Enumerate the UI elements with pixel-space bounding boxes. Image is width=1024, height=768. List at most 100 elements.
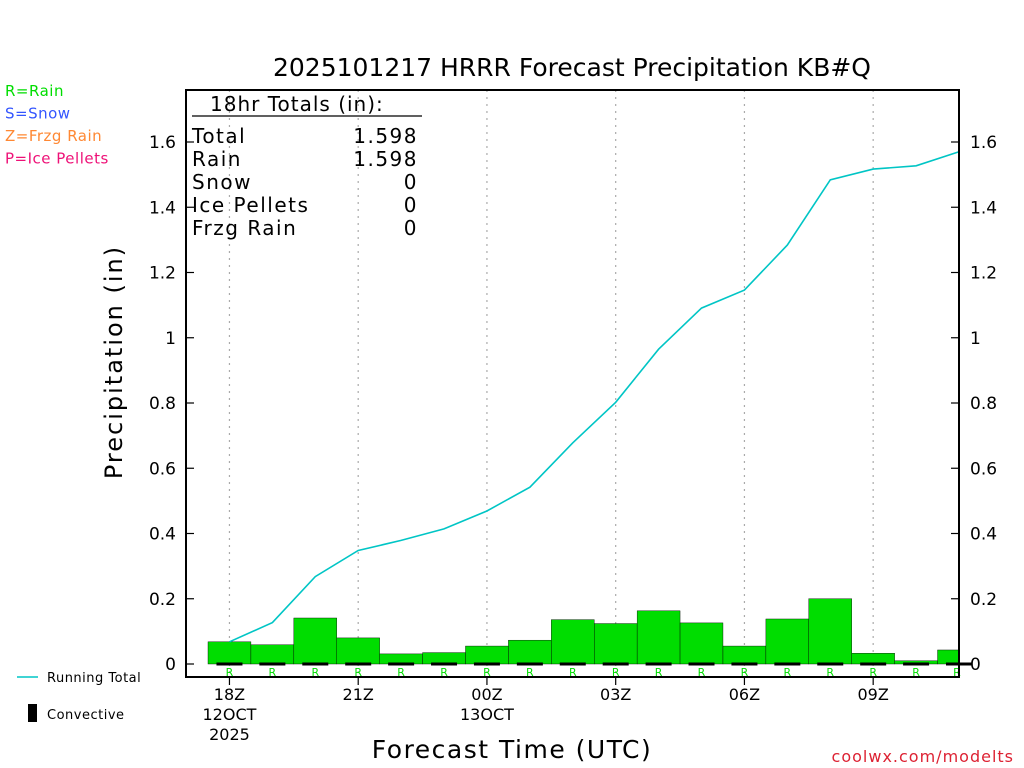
- precip-type-marker: R: [226, 666, 234, 679]
- credit-link[interactable]: coolwx.com/modelts: [832, 747, 1014, 766]
- totals-label: Snow: [192, 170, 252, 194]
- convective-legend-label: Convective: [47, 708, 125, 723]
- precip-type-marker: R: [869, 666, 877, 679]
- rain-bar: [765, 618, 810, 665]
- rain-bar: [336, 637, 380, 665]
- precip-type-marker: R: [612, 666, 620, 679]
- precip-type-marker: R: [440, 666, 448, 679]
- convective-bar: [559, 662, 586, 666]
- x-tick-year: 2025: [209, 725, 250, 744]
- totals-label: Total: [191, 124, 246, 148]
- plot-frame: [185, 89, 960, 678]
- y-tick-label-left: 0.4: [149, 525, 176, 545]
- y-tick-label-right: 0.8: [970, 394, 997, 414]
- precip-bars: [207, 598, 960, 665]
- precip-type-marker: R: [826, 666, 834, 679]
- running-total-line: [229, 151, 960, 643]
- precip-type-marker: R: [953, 666, 961, 679]
- x-axis-label: Forecast Time (UTC): [372, 735, 652, 764]
- convective-bar: [688, 662, 715, 666]
- convective-bar: [216, 662, 243, 666]
- x-tick-date: 13OCT: [460, 705, 514, 724]
- rain-bar: [937, 649, 960, 665]
- y-tick-label-left: 0.2: [149, 590, 176, 610]
- x-tick-date: 12OCT: [203, 705, 257, 724]
- precip-type-marker: R: [698, 666, 706, 679]
- rain-bar: [722, 645, 767, 665]
- rain-bar: [808, 598, 852, 665]
- totals-value: 0: [404, 193, 418, 217]
- x-tick-label: 21Z: [343, 685, 374, 704]
- rain-bar: [207, 641, 252, 665]
- y-tick-label-left: 0.6: [149, 459, 176, 479]
- y-tick-label-left: 1.2: [149, 264, 176, 284]
- chart-title: 2025101217 HRRR Forecast Precipitation K…: [273, 53, 871, 82]
- convective-bar: [731, 662, 758, 666]
- totals-heading: 18hr Totals (in):: [210, 92, 384, 116]
- precip-type-legend-item: P=Ice Pellets: [5, 150, 109, 168]
- convective-bars: [216, 662, 972, 666]
- rain-bar: [508, 639, 552, 665]
- y-tick-label-right: 1.4: [970, 198, 997, 218]
- precip-type-marker: R: [526, 666, 534, 679]
- totals-value: 1.598: [353, 124, 418, 148]
- convective-bar: [860, 662, 887, 666]
- y-tick-label-right: 0.2: [970, 590, 997, 610]
- y-tick-label-right: 0: [970, 655, 981, 675]
- precip-type-legend-item: Z=Frzg Rain: [5, 127, 102, 145]
- precip-type-marker: R: [354, 666, 362, 679]
- y-tick-label-left: 1: [165, 329, 176, 349]
- totals-label: Frzg Rain: [192, 216, 297, 240]
- y-tick-label-left: 1.6: [149, 133, 176, 153]
- rain-bar: [551, 619, 595, 665]
- rain-bar: [636, 610, 681, 665]
- rain-bar: [422, 652, 466, 665]
- convective-bar: [516, 662, 543, 666]
- convective-bar: [817, 662, 844, 666]
- y-tick-label-left: 0: [165, 655, 176, 675]
- convective-bar: [431, 662, 458, 666]
- y-tick-label-right: 0.4: [970, 525, 997, 545]
- totals-box: 18hr Totals (in): Total 1.598 Rain 1.598 Snow…: [191, 92, 422, 240]
- vertical-gridlines: [228, 90, 874, 677]
- rain-bar: [293, 617, 337, 665]
- precip-type-marker: R: [569, 666, 577, 679]
- precip-type-marker: R: [483, 666, 491, 679]
- precip-type-marker: R: [397, 666, 405, 679]
- totals-value: 0: [404, 216, 418, 240]
- x-tick-label: 09Z: [858, 685, 889, 704]
- x-tick-label: 18Z: [214, 685, 245, 704]
- running-total-legend-label: Running Total: [47, 671, 141, 686]
- y-tick-label-right: 0.6: [970, 459, 997, 479]
- y-axis-right: 0 0.2 0.4 0.6 0.8 1 1.2 1.4 1.6: [951, 133, 997, 675]
- series-legend: Running Total Convective: [17, 671, 141, 723]
- totals-value: 0: [404, 170, 418, 194]
- y-tick-label-right: 1.2: [970, 264, 997, 284]
- rain-bar: [250, 644, 295, 665]
- precip-type-legend-item: R=Rain: [5, 82, 64, 100]
- convective-bar: [903, 662, 930, 666]
- convective-bar: [259, 662, 286, 666]
- x-tick-label: 03Z: [600, 685, 631, 704]
- y-axis-left: 0 0.2 0.4 0.6 0.8 1 1.2 1.4 1.6: [149, 133, 194, 675]
- precip-type-legend: R=Rain S=Snow Z=Frzg Rain P=Ice Pellets: [5, 82, 109, 168]
- convective-bar: [602, 662, 629, 666]
- convective-bar: [388, 662, 415, 666]
- y-axis-label: Precipitation (in): [100, 245, 128, 479]
- convective-bar: [345, 662, 372, 666]
- totals-label: Rain: [192, 147, 242, 171]
- y-tick-label-right: 1: [970, 329, 981, 349]
- x-tick-label: 00Z: [471, 685, 502, 704]
- y-tick-label-left: 0.8: [149, 394, 176, 414]
- precip-type-marker: R: [655, 666, 663, 679]
- totals-value: 1.598: [353, 147, 418, 171]
- totals-label: Ice Pellets: [192, 193, 309, 217]
- convective-swatch: [28, 704, 37, 722]
- precip-type-marker: R: [912, 666, 920, 679]
- convective-bar: [774, 662, 801, 666]
- y-tick-label-left: 1.4: [149, 198, 176, 218]
- precip-type-legend-item: S=Snow: [5, 105, 71, 123]
